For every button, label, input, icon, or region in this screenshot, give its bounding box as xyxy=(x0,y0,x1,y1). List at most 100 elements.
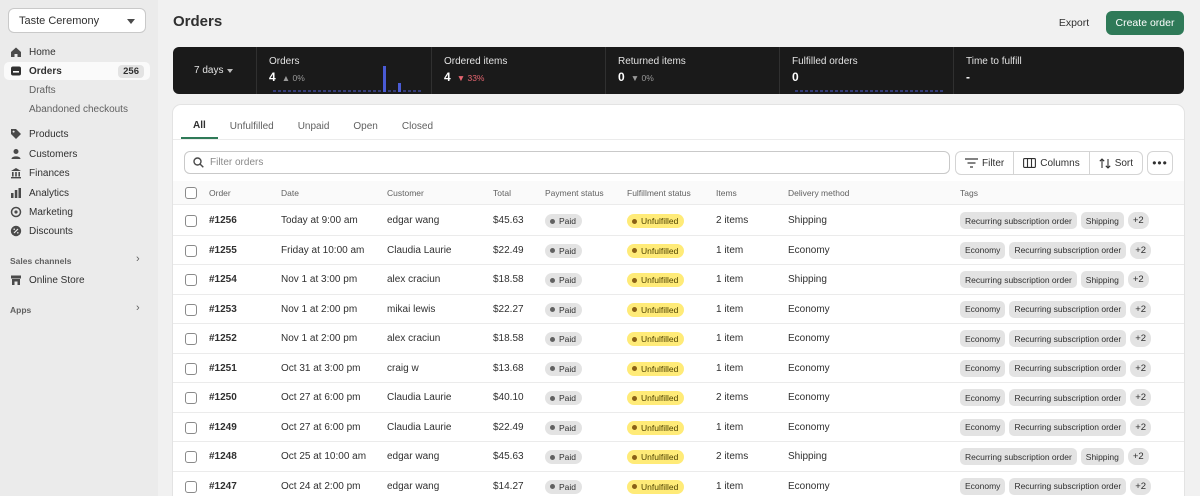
column-header-fulfillment-status[interactable]: Fulfillment status xyxy=(627,188,691,198)
customer-name: mikai lewis xyxy=(387,303,436,315)
export-button[interactable]: Export xyxy=(1058,17,1090,29)
table-row[interactable]: #1248 Oct 25 at 10:00 am edgar wang $45.63 P… xyxy=(173,442,1184,472)
sort-icon xyxy=(1099,157,1111,169)
row-checkbox[interactable] xyxy=(185,451,197,463)
more-tags-badge[interactable]: +2 xyxy=(1127,212,1149,229)
store-selector[interactable]: Taste Ceremony xyxy=(8,8,146,33)
order-number[interactable]: #1255 xyxy=(209,244,237,256)
order-number[interactable]: #1250 xyxy=(209,392,237,403)
more-tags-badge[interactable]: +2 xyxy=(1130,241,1152,259)
sidebar-item-customers[interactable]: Customers xyxy=(4,145,150,163)
sidebar-item-products[interactable]: Products xyxy=(4,125,150,143)
sort-button[interactable]: Sort xyxy=(1090,152,1142,174)
chevron-right-icon[interactable]: › xyxy=(136,253,140,265)
table-row[interactable]: #1250 Oct 27 at 6:00 pm Claudia Laurie $40.… xyxy=(173,383,1184,413)
more-tags-badge[interactable]: +2 xyxy=(1130,389,1152,406)
tab-all[interactable]: All xyxy=(181,113,218,139)
table-row[interactable]: #1247 Oct 24 at 2:00 pm edgar wang $14.27 Pa… xyxy=(173,472,1184,496)
order-number[interactable]: #1251 xyxy=(209,362,237,374)
order-total: $18.58 xyxy=(493,274,524,285)
payment-status-badge: Paid xyxy=(545,479,583,494)
sidebar-subitem-drafts[interactable]: Drafts xyxy=(29,85,56,96)
table-row[interactable]: #1249 Oct 27 at 6:00 pm Claudia Laurie $22.… xyxy=(173,413,1184,442)
row-checkbox[interactable] xyxy=(185,333,197,345)
tab-closed[interactable]: Closed xyxy=(401,120,434,132)
sidebar-item-label: Online Store xyxy=(29,274,85,286)
sidebar-item-orders[interactable]: Orders 256 xyxy=(4,62,150,80)
row-checkbox[interactable] xyxy=(185,274,197,286)
table-row[interactable]: #1256 Today at 9:00 am edgar wang $45.63 Pai… xyxy=(173,206,1184,236)
row-checkbox[interactable] xyxy=(185,244,197,257)
more-tags-badge[interactable]: +2 xyxy=(1130,477,1152,495)
tab-unpaid[interactable]: Unpaid xyxy=(297,120,330,132)
metric-time-to-fulfill[interactable]: Time to fulfill - xyxy=(954,47,1183,94)
more-tags-badge[interactable]: +2 xyxy=(1130,330,1152,347)
column-header-tags[interactable]: Tags xyxy=(960,188,978,198)
row-checkbox[interactable] xyxy=(185,392,197,404)
payment-status-badge: Paid xyxy=(545,332,583,346)
order-number[interactable]: #1254 xyxy=(209,274,237,285)
chevron-right-icon[interactable]: › xyxy=(136,302,140,314)
metric-fulfilled-orders[interactable]: Fulfilled orders 0 xyxy=(780,47,954,94)
order-number[interactable]: #1253 xyxy=(209,303,237,315)
delivery-method: Economy xyxy=(788,303,830,315)
table-row[interactable]: #1252 Nov 1 at 2:00 pm alex craciun $18.58 P… xyxy=(173,324,1184,354)
table-row[interactable]: #1253 Nov 1 at 2:00 pm mikai lewis $22.27 Pa… xyxy=(173,295,1184,324)
metric-returned-items[interactable]: Returned items 0 ▼ 0% xyxy=(606,47,780,94)
metric-orders[interactable]: Orders 4 ▲ 0% xyxy=(257,47,432,94)
metrics-bar: 7 days Orders 4 ▲ 0% Ordered items 4 ▼ 33%… xyxy=(173,47,1184,94)
more-tags-badge[interactable]: +2 xyxy=(1130,359,1152,377)
order-total: $45.63 xyxy=(493,215,524,226)
table-row[interactable]: #1254 Nov 1 at 3:00 pm alex craciun $18.58 P… xyxy=(173,265,1184,295)
column-header-total[interactable]: Total xyxy=(493,188,511,198)
metric-ordered-items[interactable]: Ordered items 4 ▼ 33% xyxy=(432,47,606,94)
fulfillment-status-label: Unfulfilled xyxy=(641,422,679,433)
metric-change: ▼ 0% xyxy=(630,73,654,83)
sidebar-item-discounts[interactable]: Discounts xyxy=(4,222,150,240)
more-tags-badge[interactable]: +2 xyxy=(1130,418,1152,436)
table-row[interactable]: #1255 Friday at 10:00 am Claudia Laurie $22… xyxy=(173,236,1184,265)
tab-open[interactable]: Open xyxy=(353,120,378,132)
row-checkbox[interactable] xyxy=(185,303,197,316)
column-header-customer[interactable]: Customer xyxy=(387,188,424,198)
column-header-date[interactable]: Date xyxy=(281,188,299,198)
order-number[interactable]: #1249 xyxy=(209,421,237,433)
select-all-checkbox[interactable] xyxy=(185,187,197,199)
row-checkbox[interactable] xyxy=(185,362,197,375)
row-checkbox[interactable] xyxy=(185,480,197,493)
tag-list: Economy Recurring subscription order +2 xyxy=(960,359,1152,377)
fulfillment-status-badge: Unfulfilled xyxy=(627,479,685,494)
tab-unfulfilled[interactable]: Unfulfilled xyxy=(229,120,274,132)
order-number[interactable]: #1256 xyxy=(209,215,237,226)
order-number[interactable]: #1248 xyxy=(209,451,237,462)
sidebar-item-analytics[interactable]: Analytics xyxy=(4,184,150,202)
item-count: 1 item xyxy=(716,333,744,344)
row-checkbox[interactable] xyxy=(185,421,197,434)
search-box[interactable] xyxy=(184,151,950,174)
tag-list: Recurring subscription order Shipping +2 xyxy=(960,271,1149,288)
sidebar-subitem-abandoned-checkouts[interactable]: Abandoned checkouts xyxy=(29,104,128,115)
table-row[interactable]: #1251 Oct 31 at 3:00 pm craig w $13.68 Paid U… xyxy=(173,354,1184,383)
sidebar-item-home[interactable]: Home xyxy=(4,43,150,61)
more-tags-badge[interactable]: +2 xyxy=(1130,300,1152,318)
column-header-order[interactable]: Order xyxy=(209,188,231,198)
order-number[interactable]: #1247 xyxy=(209,480,237,492)
row-checkbox[interactable] xyxy=(185,215,197,227)
column-header-delivery-method[interactable]: Delivery method xyxy=(788,188,850,198)
tag: Recurring subscription order xyxy=(1009,359,1127,377)
create-order-button[interactable]: Create order xyxy=(1106,11,1184,35)
orders-sparkline xyxy=(273,66,423,92)
sidebar-item-marketing[interactable]: Marketing xyxy=(4,203,150,221)
order-number[interactable]: #1252 xyxy=(209,333,237,344)
search-input[interactable] xyxy=(210,157,910,168)
more-actions-button[interactable]: ••• xyxy=(1147,151,1173,175)
columns-button[interactable]: Columns xyxy=(1014,152,1090,174)
date-range-selector[interactable]: 7 days xyxy=(173,47,257,94)
filter-button[interactable]: Filter xyxy=(956,152,1015,174)
more-tags-badge[interactable]: +2 xyxy=(1127,271,1149,288)
more-tags-badge[interactable]: +2 xyxy=(1127,448,1149,465)
column-header-payment-status[interactable]: Payment status xyxy=(545,188,604,198)
column-header-items[interactable]: Items xyxy=(716,188,737,198)
sidebar-item-finances[interactable]: Finances xyxy=(4,164,150,182)
sidebar-item-online-store[interactable]: Online Store xyxy=(4,271,150,289)
